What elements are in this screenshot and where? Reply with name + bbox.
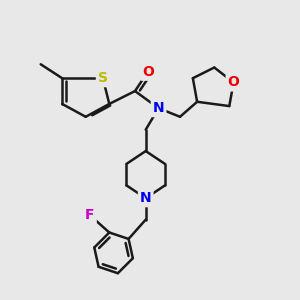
Text: N: N: [140, 191, 152, 205]
Text: F: F: [85, 208, 95, 222]
Text: O: O: [142, 65, 154, 79]
Text: S: S: [98, 71, 108, 85]
Text: N: N: [153, 101, 164, 115]
Text: O: O: [228, 76, 239, 89]
